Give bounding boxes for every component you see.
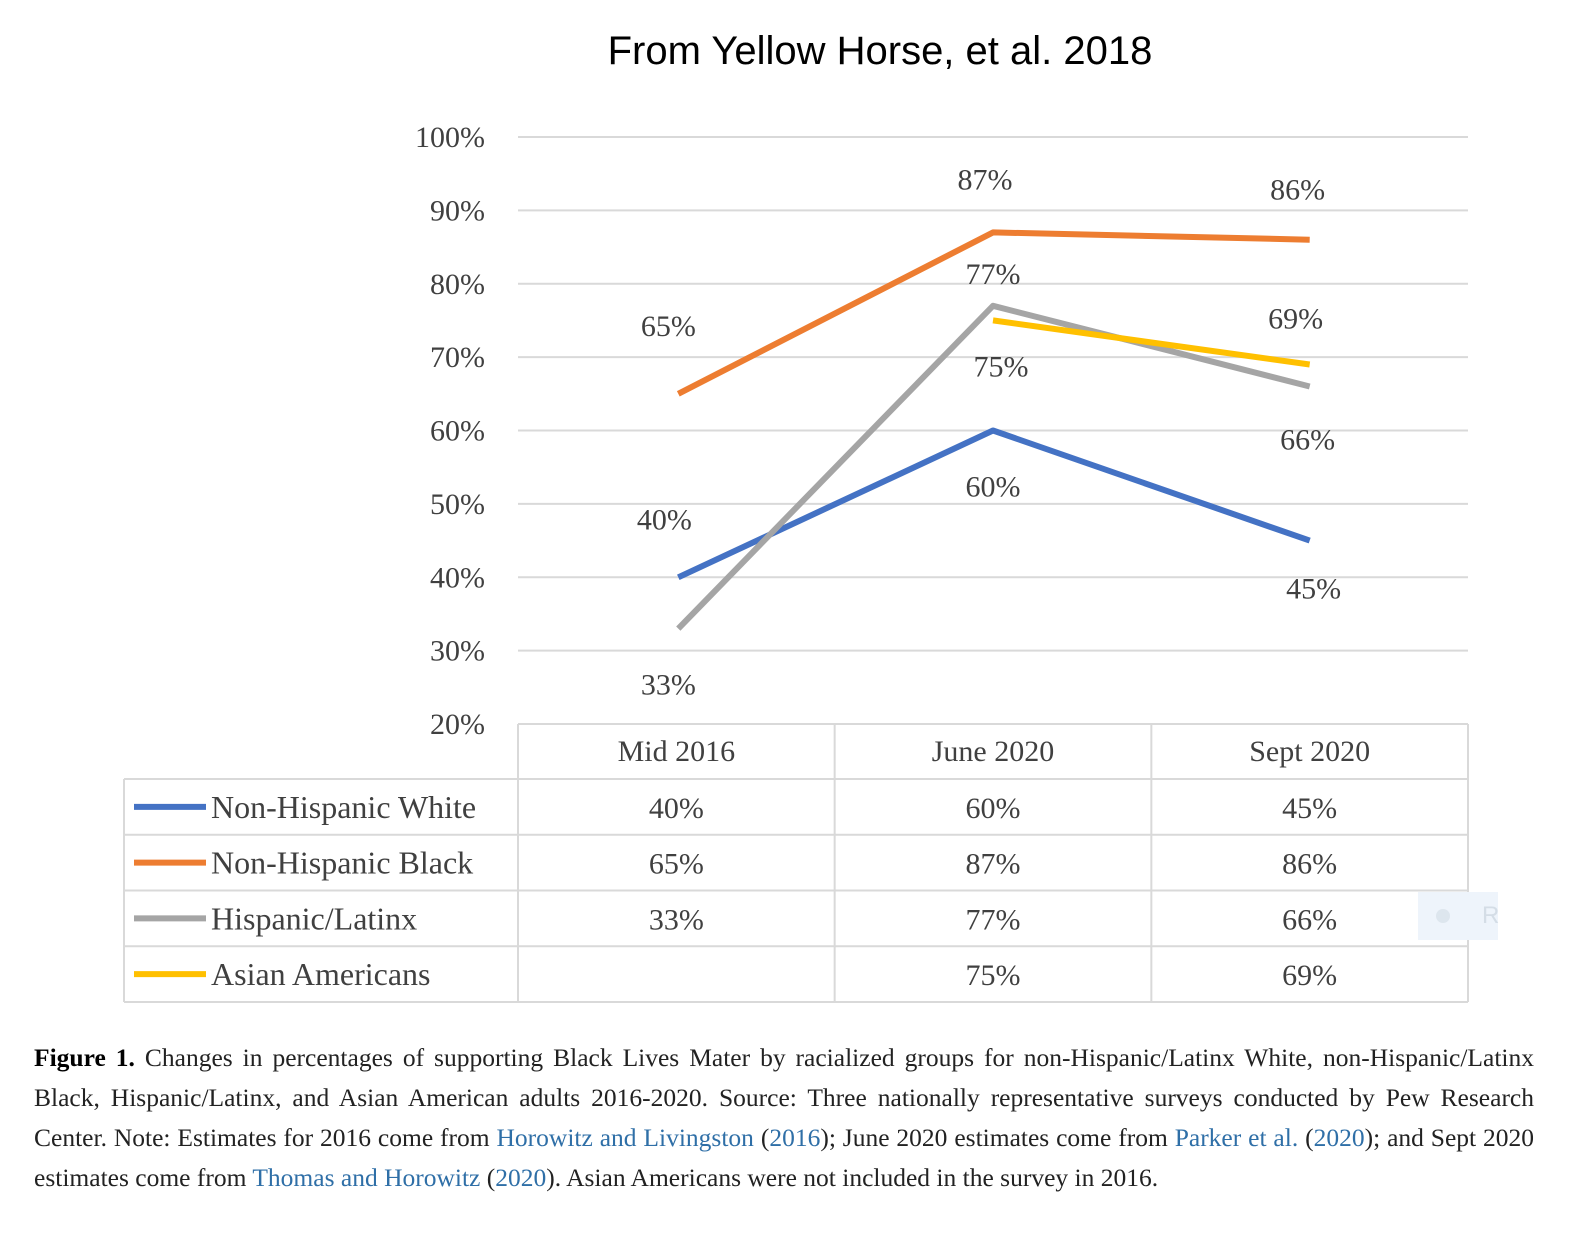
table-cell-value: 87%	[966, 848, 1021, 881]
legend-entry: Hispanic/Latinx	[211, 900, 417, 936]
table-cell-value: 69%	[1282, 959, 1337, 992]
data-table: Mid 2016 June 2020 Sept 2020 Non-Hispanic W…	[123, 723, 1469, 1003]
legend-entry: Non-Hispanic Black	[211, 845, 473, 881]
data-label: 40%	[637, 503, 692, 536]
table-cell-value: 75%	[966, 959, 1021, 992]
reference-year-link[interactable]: 2020	[1313, 1123, 1365, 1152]
legend-entry: Non-Hispanic White	[211, 789, 476, 825]
reference-year-link[interactable]: 2020	[495, 1163, 547, 1192]
caption-text: ); June 2020 estimates come from	[820, 1123, 1175, 1152]
caption-text: Changes in percentages of supporting Bla…	[34, 1043, 1534, 1152]
series-line	[677, 427, 1311, 581]
y-tick-label: 30%	[430, 635, 485, 668]
table-cell-value: 65%	[649, 848, 704, 881]
table-cell-value: 40%	[649, 792, 704, 825]
watermark-text: R	[1482, 902, 1500, 929]
data-label: 66%	[1280, 423, 1335, 456]
data-label: 75%	[974, 350, 1029, 383]
data-label: 86%	[1270, 174, 1325, 207]
x-category-label: June 2020	[932, 735, 1055, 768]
table-cell-value: 33%	[649, 903, 704, 936]
data-label: 77%	[966, 258, 1021, 291]
table-cell-value: 77%	[966, 903, 1021, 936]
data-labels: 40% 60% 45% 65% 87% 86% 33% 77% 66% 75% 69%	[637, 163, 1341, 701]
data-label: 69%	[1268, 302, 1323, 335]
table-cell-value: 66%	[1282, 903, 1337, 936]
y-axis-ticks: 100% 90% 80% 70% 60% 50% 40% 30% 20%	[415, 121, 485, 741]
reference-year-link[interactable]: 2016	[769, 1123, 821, 1152]
y-tick-label: 90%	[430, 194, 485, 227]
data-label: 65%	[641, 310, 696, 343]
series-line	[676, 229, 1310, 397]
series-lines	[676, 229, 1311, 631]
y-tick-label: 40%	[430, 561, 485, 594]
reference-link-parker[interactable]: Parker et al.	[1174, 1123, 1299, 1152]
reference-link-thomas-horowitz[interactable]: Thomas and Horowitz	[252, 1163, 481, 1192]
caption-text: (	[1298, 1123, 1314, 1152]
chart-title: From Yellow Horse, et al. 2018	[608, 29, 1153, 73]
series-line	[992, 317, 1311, 368]
x-category-label: Sept 2020	[1249, 735, 1370, 768]
y-tick-label: 60%	[430, 415, 485, 448]
reference-link-horowitz-livingston[interactable]: Horowitz and Livingston	[496, 1123, 754, 1152]
data-label: 33%	[641, 669, 696, 702]
series-line	[676, 302, 1311, 631]
watermark-badge: R	[1418, 892, 1500, 940]
y-tick-label: 100%	[415, 121, 485, 154]
table-cell-value: 45%	[1282, 792, 1337, 825]
table-cell-value: 60%	[966, 792, 1021, 825]
caption-text: (	[753, 1123, 770, 1152]
data-label: 87%	[958, 163, 1013, 196]
data-label: 45%	[1286, 573, 1341, 606]
data-label: 60%	[966, 471, 1021, 504]
line-chart: From Yellow Horse, et al. 2018 100% 90% 80…	[123, 29, 1469, 1003]
caption-text: ). Asian Americans were not included in …	[546, 1163, 1159, 1192]
table-cell-value: 86%	[1282, 848, 1337, 881]
y-tick-label: 70%	[430, 341, 485, 374]
y-tick-label: 20%	[430, 708, 485, 741]
legend-entry: Asian Americans	[211, 956, 431, 992]
watermark-dot-icon	[1436, 909, 1450, 923]
caption-text: ); and Sept 2020 estimates come from	[34, 1123, 1535, 1192]
y-tick-label: 50%	[430, 488, 485, 521]
caption-text: (	[480, 1163, 496, 1192]
y-tick-label: 80%	[430, 268, 485, 301]
figure-label: Figure 1.	[34, 1043, 135, 1072]
figure-caption: Figure 1. Changes in percentages of supp…	[34, 1038, 1534, 1198]
x-category-label: Mid 2016	[618, 735, 736, 768]
